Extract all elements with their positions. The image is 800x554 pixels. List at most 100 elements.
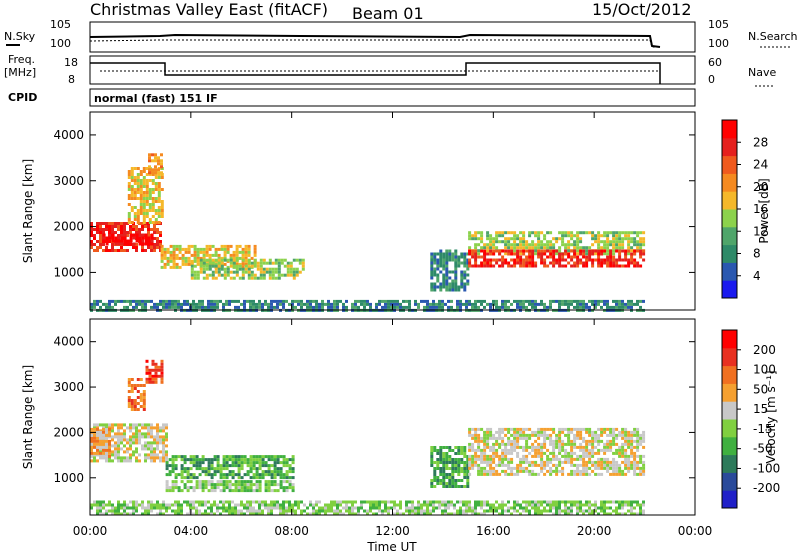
data-cell bbox=[489, 448, 493, 452]
data-cell bbox=[144, 423, 147, 427]
data-cell bbox=[306, 299, 309, 303]
data-cell bbox=[303, 302, 306, 306]
data-cell bbox=[255, 473, 259, 477]
data-cell bbox=[636, 249, 640, 253]
data-cell bbox=[516, 503, 519, 507]
data-cell bbox=[96, 451, 99, 455]
data-cell bbox=[123, 509, 126, 513]
data-cell bbox=[636, 445, 640, 449]
data-cell bbox=[454, 461, 458, 464]
data-cell bbox=[430, 267, 434, 271]
data-cell bbox=[291, 512, 294, 516]
data-cell bbox=[93, 423, 96, 427]
data-cell bbox=[573, 243, 577, 247]
data-cell bbox=[483, 243, 487, 247]
data-cell bbox=[621, 445, 625, 449]
data-cell bbox=[486, 246, 490, 250]
data-cell bbox=[567, 506, 570, 510]
data-cell bbox=[448, 282, 452, 286]
data-cell bbox=[142, 390, 146, 393]
data-cell bbox=[174, 302, 177, 306]
data-cell bbox=[501, 503, 504, 507]
data-cell bbox=[255, 467, 259, 471]
data-cell bbox=[465, 512, 468, 516]
data-cell bbox=[147, 426, 150, 430]
data-cell bbox=[540, 299, 543, 303]
data-cell bbox=[537, 246, 541, 250]
data-cell bbox=[151, 168, 154, 172]
data-cell bbox=[123, 299, 126, 303]
data-cell bbox=[561, 231, 565, 235]
data-cell bbox=[228, 302, 231, 306]
data-cell bbox=[318, 512, 321, 516]
data-cell bbox=[474, 448, 478, 452]
data-cell bbox=[534, 439, 538, 443]
data-cell bbox=[228, 480, 232, 484]
data-cell bbox=[435, 506, 438, 510]
data-cell bbox=[570, 509, 573, 513]
data-cell bbox=[135, 233, 139, 237]
data-cell bbox=[288, 476, 292, 480]
data-cell bbox=[483, 454, 487, 458]
data-cell bbox=[123, 242, 127, 246]
data-cell bbox=[439, 282, 443, 286]
data-cell bbox=[451, 288, 455, 292]
data-cell bbox=[324, 302, 327, 306]
data-cell bbox=[102, 231, 105, 234]
data-cell bbox=[207, 464, 211, 468]
data-cell bbox=[141, 444, 144, 448]
data-cell bbox=[300, 509, 303, 513]
data-cell bbox=[501, 448, 505, 452]
data-cell bbox=[270, 458, 274, 462]
data-cell bbox=[522, 258, 526, 262]
data-cell bbox=[219, 483, 223, 487]
data-cell bbox=[537, 255, 541, 259]
data-cell bbox=[339, 500, 342, 504]
data-cell bbox=[99, 237, 102, 240]
data-cell bbox=[165, 473, 169, 477]
data-cell bbox=[150, 249, 153, 252]
data-cell bbox=[174, 464, 178, 468]
data-cell bbox=[354, 305, 357, 309]
data-cell bbox=[160, 244, 164, 248]
data-cell bbox=[528, 252, 532, 256]
data-cell bbox=[552, 500, 555, 504]
data-cell bbox=[135, 509, 138, 513]
data-cell bbox=[558, 246, 562, 250]
data-cell bbox=[282, 509, 285, 513]
data-cell bbox=[135, 447, 138, 451]
data-cell bbox=[627, 305, 630, 309]
data-cell bbox=[147, 432, 150, 436]
data-cell bbox=[168, 503, 171, 507]
data-cell bbox=[132, 512, 135, 516]
data-cell bbox=[148, 179, 152, 182]
data-cell bbox=[564, 454, 568, 458]
data-cell bbox=[534, 246, 538, 250]
data-cell bbox=[133, 387, 137, 390]
data-cell bbox=[442, 467, 446, 470]
data-cell bbox=[564, 460, 568, 464]
data-cell bbox=[453, 503, 456, 507]
colorbar-swatch bbox=[722, 209, 737, 228]
data-cell bbox=[114, 512, 117, 516]
data-cell bbox=[126, 239, 130, 243]
data-cell bbox=[330, 305, 333, 309]
data-cell bbox=[291, 509, 294, 513]
data-cell bbox=[588, 258, 592, 262]
data-cell bbox=[154, 371, 158, 375]
data-cell bbox=[142, 191, 146, 194]
data-cell bbox=[117, 239, 121, 243]
data-cell bbox=[498, 258, 502, 262]
data-cell bbox=[258, 473, 262, 477]
data-cell bbox=[630, 460, 634, 464]
data-cell bbox=[463, 282, 467, 286]
data-cell bbox=[615, 466, 619, 470]
data-cell bbox=[615, 500, 618, 504]
data-cell bbox=[396, 299, 399, 303]
data-cell bbox=[105, 236, 109, 240]
data-cell bbox=[150, 239, 154, 243]
data-cell bbox=[150, 305, 153, 309]
data-cell bbox=[345, 305, 348, 309]
data-cell bbox=[253, 264, 257, 268]
data-cell bbox=[139, 405, 143, 408]
